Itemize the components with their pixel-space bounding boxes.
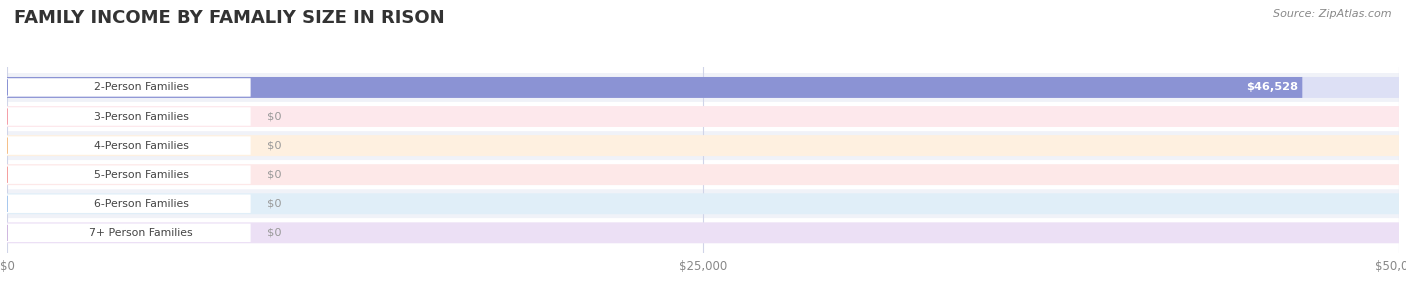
FancyBboxPatch shape [7, 189, 1399, 218]
Text: 3-Person Families: 3-Person Families [94, 112, 188, 121]
Text: 7+ Person Families: 7+ Person Families [89, 228, 193, 238]
FancyBboxPatch shape [7, 164, 1399, 185]
Text: $0: $0 [267, 228, 283, 238]
FancyBboxPatch shape [7, 222, 1399, 243]
Text: 6-Person Families: 6-Person Families [94, 199, 188, 209]
FancyBboxPatch shape [7, 77, 1399, 98]
Text: $46,528: $46,528 [1246, 82, 1298, 92]
FancyBboxPatch shape [7, 193, 1399, 214]
FancyBboxPatch shape [7, 78, 250, 97]
FancyBboxPatch shape [7, 218, 1399, 247]
Text: $0: $0 [267, 112, 283, 121]
Text: $0: $0 [267, 141, 283, 151]
FancyBboxPatch shape [7, 106, 1399, 127]
Text: 2-Person Families: 2-Person Families [94, 82, 188, 92]
FancyBboxPatch shape [7, 195, 250, 213]
FancyBboxPatch shape [7, 136, 250, 155]
FancyBboxPatch shape [7, 107, 250, 126]
Text: 4-Person Families: 4-Person Families [94, 141, 188, 151]
FancyBboxPatch shape [7, 160, 1399, 189]
FancyBboxPatch shape [7, 165, 250, 184]
Text: FAMILY INCOME BY FAMALIY SIZE IN RISON: FAMILY INCOME BY FAMALIY SIZE IN RISON [14, 9, 444, 27]
Text: 5-Person Families: 5-Person Families [94, 170, 188, 180]
FancyBboxPatch shape [7, 73, 1399, 102]
FancyBboxPatch shape [7, 131, 1399, 160]
FancyBboxPatch shape [7, 77, 1302, 98]
Text: Source: ZipAtlas.com: Source: ZipAtlas.com [1274, 9, 1392, 19]
Text: $0: $0 [267, 199, 283, 209]
Text: $0: $0 [267, 170, 283, 180]
FancyBboxPatch shape [7, 135, 1399, 156]
FancyBboxPatch shape [7, 102, 1399, 131]
FancyBboxPatch shape [7, 224, 250, 242]
